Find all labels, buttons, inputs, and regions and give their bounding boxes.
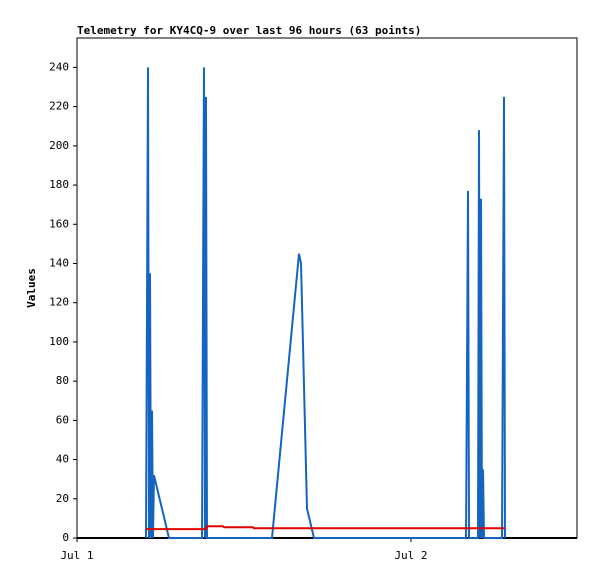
y-tick-label: 40 xyxy=(56,453,69,466)
y-tick-label: 60 xyxy=(56,413,69,426)
y-tick-label: 0 xyxy=(62,531,69,544)
y-tick-label: 160 xyxy=(49,217,69,230)
y-tick-label: 180 xyxy=(49,178,69,191)
y-tick-label: 240 xyxy=(49,60,69,73)
chart-title: Telemetry for KY4CQ-9 over last 96 hours… xyxy=(77,24,421,37)
y-tick-label: 200 xyxy=(49,139,69,152)
y-axis-label: Values xyxy=(25,268,38,308)
y-tick-label: 120 xyxy=(49,296,69,309)
y-tick-label: 220 xyxy=(49,100,69,113)
series-line xyxy=(145,67,506,539)
x-tick-label: Jul 2 xyxy=(394,549,427,562)
y-tick-label: 100 xyxy=(49,335,69,348)
y-tick-label: 80 xyxy=(56,374,69,387)
y-tick-label: 20 xyxy=(56,492,69,505)
series-line xyxy=(146,525,505,531)
y-tick-label: 140 xyxy=(49,256,69,269)
x-tick-label: Jul 1 xyxy=(60,549,93,562)
